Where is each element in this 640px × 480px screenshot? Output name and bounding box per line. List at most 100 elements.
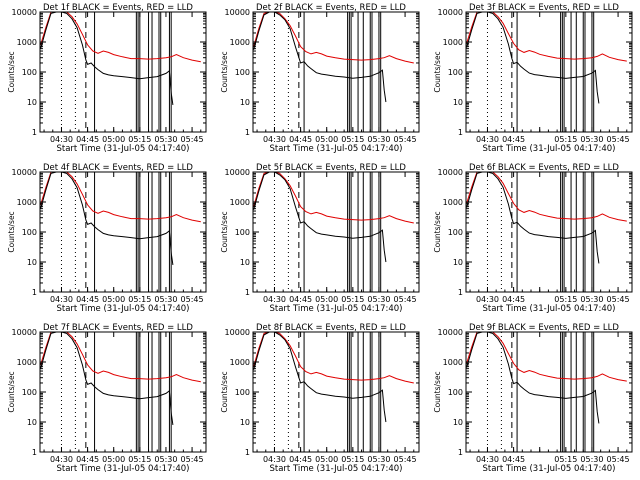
x-tick-label: 04:30 [476,455,499,464]
y-tick-label: 10 [453,258,463,267]
y-tick-label: 1000 [17,358,37,367]
panel-title: Det 4f BLACK = Events, RED = LLD [43,163,193,173]
chart-panel-1: 1 10 100 1000 10000 04:30 04:45 05:00 05:15 05:30… [7,3,207,154]
y-tick-label: 10 [240,258,250,267]
x-axis-label: Start Time (31-Jul-05 04:17:40) [57,304,190,314]
chart-panel-3: 1 10 100 1000 10000 04:30 04:45 05:15 05:30 05:45… [433,3,633,154]
x-tick-label: 05:15 [554,135,577,144]
x-tick-label: 04:45 [289,295,312,304]
chart-panel-8: 1 10 100 1000 10000 04:30 04:45 05:00 05:15 05:30… [220,323,420,474]
y-axis-label: Counts/sec [220,371,229,412]
y-tick-label: 1 [245,128,250,137]
lld-rate-line [253,332,414,384]
y-tick-label: 100 [448,388,463,397]
lld-rate-line [466,332,627,382]
x-tick-label: 04:30 [476,135,499,144]
lld-rate-line [466,12,627,62]
y-tick-label: 1 [245,448,250,457]
x-axis-label: Start Time (31-Jul-05 04:17:40) [483,304,616,314]
x-tick-label: 05:45 [394,295,417,304]
x-tick-label: 05:30 [367,295,390,304]
y-tick-label: 1 [32,448,37,457]
y-tick-label: 10000 [225,328,250,337]
panel-title: Det 1f BLACK = Events, RED = LLD [43,3,193,13]
y-tick-label: 100 [22,68,37,77]
y-tick-label: 10000 [12,168,37,177]
y-tick-label: 10000 [438,328,463,337]
y-tick-label: 10 [453,418,463,427]
y-axis-label: Counts/sec [7,371,16,412]
x-tick-label: 05:00 [102,135,125,144]
y-tick-label: 1000 [17,198,37,207]
chart-panel-5: 1 10 100 1000 10000 04:30 04:45 05:00 05:15 05:30… [220,163,420,314]
y-tick-label: 10000 [438,168,463,177]
x-tick-label: 04:45 [502,455,525,464]
x-tick-label: 05:30 [580,135,603,144]
y-tick-label: 10000 [12,8,37,17]
x-tick-label: 05:45 [394,455,417,464]
panel-title: Det 2f BLACK = Events, RED = LLD [256,3,406,13]
y-axis-label: Counts/sec [7,51,16,92]
x-tick-label: 05:45 [607,295,630,304]
x-tick-label: 04:30 [50,135,73,144]
panel-title: Det 7f BLACK = Events, RED = LLD [43,323,193,333]
y-tick-label: 10 [27,418,37,427]
x-tick-label: 04:30 [263,295,286,304]
y-tick-label: 1000 [230,38,250,47]
x-axis-label: Start Time (31-Jul-05 04:17:40) [57,464,190,474]
plot-frame [465,331,633,453]
y-tick-label: 100 [22,228,37,237]
lld-rate-line [253,12,414,64]
x-axis-label: Start Time (31-Jul-05 04:17:40) [483,464,616,474]
y-tick-label: 100 [448,228,463,237]
x-tick-label: 05:15 [554,455,577,464]
events-rate-line [253,332,387,423]
events-rate-line [253,172,387,263]
x-tick-label: 04:45 [76,455,99,464]
panel-title: Det 3f BLACK = Events, RED = LLD [469,3,619,13]
plot-frame [465,11,633,133]
x-axis-label: Start Time (31-Jul-05 04:17:40) [483,144,616,154]
events-rate-line [253,12,387,103]
y-axis-label: Counts/sec [433,211,442,252]
x-tick-label: 04:30 [50,455,73,464]
events-rate-line [466,172,600,264]
y-tick-label: 10000 [225,8,250,17]
x-tick-label: 04:30 [50,295,73,304]
y-tick-label: 100 [22,388,37,397]
plot-frame [252,171,420,293]
y-axis-label: Counts/sec [433,371,442,412]
y-axis-label: Counts/sec [220,51,229,92]
x-tick-label: 05:30 [154,295,177,304]
panel-title: Det 5f BLACK = Events, RED = LLD [256,163,406,173]
x-tick-label: 04:45 [289,455,312,464]
chart-panel-6: 1 10 100 1000 10000 04:30 04:45 05:15 05:30 05:45… [433,163,633,314]
x-tick-label: 05:30 [154,455,177,464]
y-tick-label: 10000 [225,168,250,177]
chart-panel-4: 1 10 100 1000 10000 04:30 04:45 05:00 05:15 05:30… [7,163,207,314]
plot-frame [39,11,207,133]
y-tick-label: 1 [32,288,37,297]
lld-rate-line [40,172,201,223]
y-tick-label: 10 [453,98,463,107]
x-tick-label: 05:30 [154,135,177,144]
y-tick-label: 1 [245,288,250,297]
plot-frame [39,171,207,293]
y-tick-label: 10000 [12,328,37,337]
x-tick-label: 05:00 [102,295,125,304]
y-tick-label: 100 [235,388,250,397]
y-tick-label: 1000 [443,38,463,47]
lld-rate-line [40,12,201,63]
x-axis-label: Start Time (31-Jul-05 04:17:40) [57,144,190,154]
y-tick-label: 1 [458,448,463,457]
plot-frame [252,331,420,453]
y-tick-label: 10 [27,258,37,267]
y-tick-label: 100 [235,68,250,77]
x-tick-label: 05:15 [341,455,364,464]
x-tick-label: 05:00 [102,455,125,464]
x-tick-label: 04:45 [502,135,525,144]
y-tick-label: 10 [240,98,250,107]
x-tick-label: 04:30 [476,295,499,304]
y-tick-label: 1000 [443,198,463,207]
